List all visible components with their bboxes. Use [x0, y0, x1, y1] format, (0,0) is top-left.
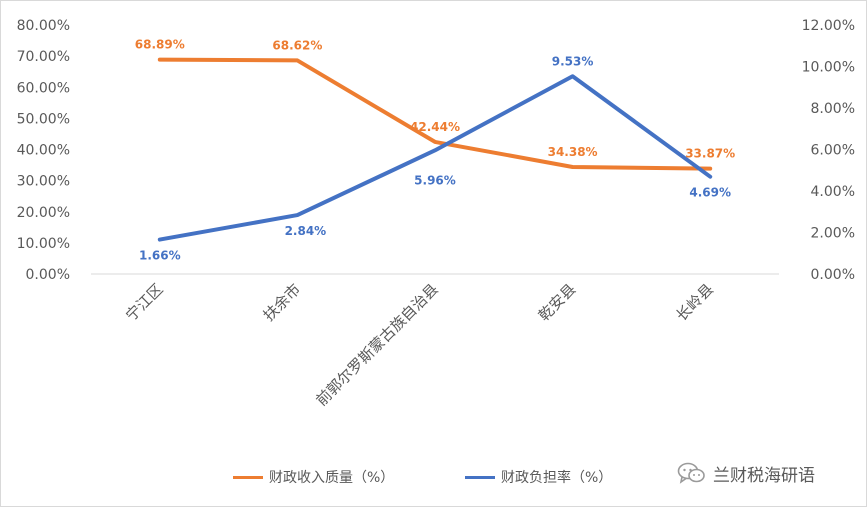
- left-axis-tick-label: 60.00%: [17, 80, 70, 96]
- series-line-fiscal-burden: [157, 74, 713, 242]
- right-axis-ticks: 0.00% 2.00% 4.00% 6.00% 8.00% 10.00% 12.00%: [802, 18, 855, 283]
- legend-label-revenue-quality: 财政收入质量（%）: [269, 470, 395, 486]
- left-axis-tick-label: 0.00%: [26, 267, 70, 283]
- data-label: 1.66%: [139, 249, 181, 263]
- left-axis-tick-label: 40.00%: [17, 143, 70, 159]
- left-axis-tick-label: 10.00%: [17, 236, 70, 252]
- right-axis-tick-label: 6.00%: [811, 143, 855, 159]
- left-axis-tick-label: 20.00%: [17, 205, 70, 221]
- right-axis-tick-label: 8.00%: [811, 101, 855, 117]
- left-axis-tick-label: 80.00%: [17, 18, 70, 34]
- data-label: 68.89%: [135, 38, 185, 52]
- data-label: 2.84%: [285, 224, 327, 238]
- series-line-revenue-quality: [157, 57, 713, 171]
- category-tick-label: 宁江区: [122, 280, 167, 325]
- category-tick-label: 长岭县: [672, 280, 717, 325]
- legend-item-fiscal-burden: 财政负担率（%）: [465, 467, 612, 487]
- category-tick-label: 乾安县: [535, 280, 580, 325]
- series-lines: [157, 57, 713, 242]
- data-label: 42.44%: [410, 120, 460, 134]
- left-axis-tick-label: 50.00%: [17, 111, 70, 127]
- category-tick-label: 扶余市: [260, 280, 305, 325]
- right-axis-tick-label: 10.00%: [802, 60, 855, 76]
- left-axis-tick-label: 70.00%: [17, 49, 70, 65]
- data-labels: 68.89% 68.62% 42.44% 34.38% 33.87% 1.66% 2.84%…: [135, 38, 735, 263]
- legend: 财政收入质量（%） 财政负担率（%）: [1, 463, 867, 489]
- right-axis-tick-label: 4.00%: [811, 184, 855, 200]
- right-axis-tick-label: 0.00%: [811, 267, 855, 283]
- wechat-icon: [677, 462, 705, 484]
- legend-swatch-fiscal-burden: [465, 475, 495, 479]
- right-axis-tick-label: 2.00%: [811, 226, 855, 242]
- left-axis-ticks: 0.00% 10.00% 20.00% 30.00% 40.00% 50.00% 60.00…: [17, 18, 70, 283]
- legend-item-revenue-quality: 财政收入质量（%）: [233, 467, 394, 487]
- data-label: 34.38%: [548, 145, 598, 159]
- legend-label-fiscal-burden: 财政负担率（%）: [501, 470, 613, 486]
- data-label: 33.87%: [685, 147, 735, 161]
- watermark: 兰财税海研语: [677, 459, 815, 487]
- left-axis-tick-label: 30.00%: [17, 174, 70, 190]
- legend-swatch-revenue-quality: [233, 475, 263, 479]
- right-axis-tick-label: 12.00%: [802, 18, 855, 34]
- category-labels: 宁江区 扶余市 前郭尔罗斯蒙古族自治县 乾安县 长岭县: [122, 280, 717, 409]
- data-label: 5.96%: [414, 173, 456, 187]
- data-label: 9.53%: [552, 54, 594, 68]
- data-label: 68.62%: [272, 38, 322, 52]
- data-label: 4.69%: [689, 186, 731, 200]
- category-tick-label: 前郭尔罗斯蒙古族自治县: [312, 280, 441, 409]
- watermark-text: 兰财税海研语: [713, 465, 815, 486]
